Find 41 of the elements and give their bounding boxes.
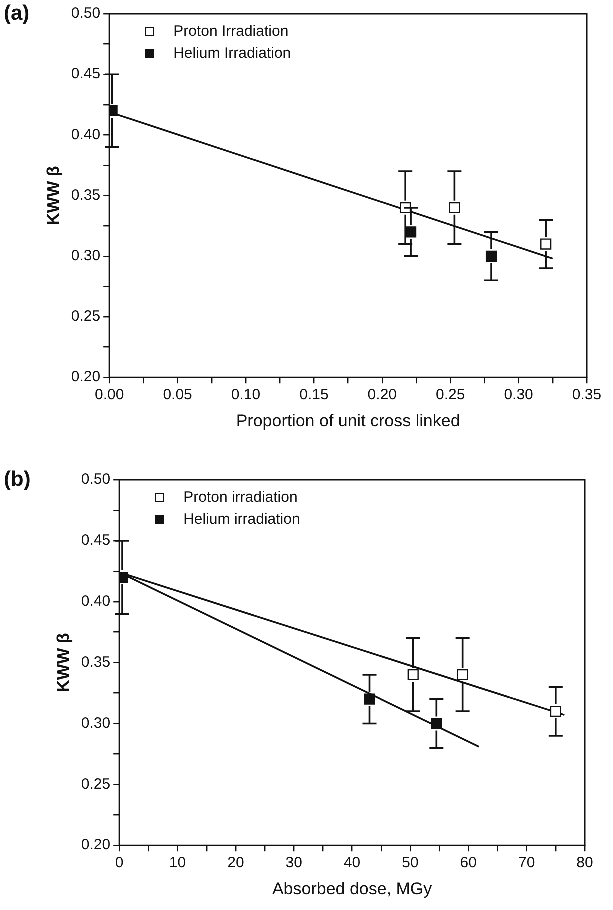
y-tick-label: 0.40 [71,126,101,144]
y-tick-label: 0.25 [81,776,111,793]
y-tick-label: 0.25 [71,308,101,326]
y-tick-label: 0.20 [71,368,101,386]
x-tick-label: 50 [402,854,419,872]
x-tick-label: 80 [576,854,594,872]
y-tick-label: 0.30 [71,248,101,265]
x-tick-label: 0.20 [368,386,397,404]
legend-label: Helium Irradiation [174,45,292,62]
chart-title: (b) [4,468,31,491]
x-axis-title: Proportion of unit cross linked [236,411,460,430]
x-tick-label: 0.10 [231,386,261,404]
x-tick-label: 40 [344,854,361,872]
x-axis-title: Absorbed dose, MGy [272,879,433,898]
y-tick-label: 0.40 [81,593,111,610]
legend-label: Helium irradiation [184,511,300,528]
y-tick-label: 0.30 [81,714,111,732]
y-tick-label: 0.35 [81,654,111,671]
y-tick-label: 0.35 [71,186,101,204]
x-tick-label: 0.30 [504,386,534,404]
x-tick-label: 0 [115,854,124,872]
legend-label: Proton Irradiation [174,23,289,40]
y-tick-label: 0.45 [71,66,101,83]
y-tick-label: 0.50 [71,5,101,22]
x-tick-label: 0.35 [572,386,602,404]
legend-label: Proton irradiation [184,489,298,506]
x-tick-label: 20 [228,854,244,872]
y-tick-label: 0.50 [81,471,111,488]
x-tick-label: 70 [518,854,536,872]
chart-title: (a) [4,2,30,25]
x-tick-label: 0.00 [94,386,124,404]
x-tick-label: 0.05 [163,386,192,404]
y-tick-label: 0.20 [81,836,111,854]
y-axis-title: KWW β [44,166,63,226]
x-tick-label: 60 [460,854,477,872]
y-axis-title: KWW β [54,633,73,693]
y-tick-label: 0.45 [81,532,111,550]
x-tick-label: 10 [169,854,186,872]
x-tick-label: 0.25 [436,386,466,404]
x-tick-label: 0.15 [300,386,329,404]
x-tick-label: 30 [286,854,302,872]
